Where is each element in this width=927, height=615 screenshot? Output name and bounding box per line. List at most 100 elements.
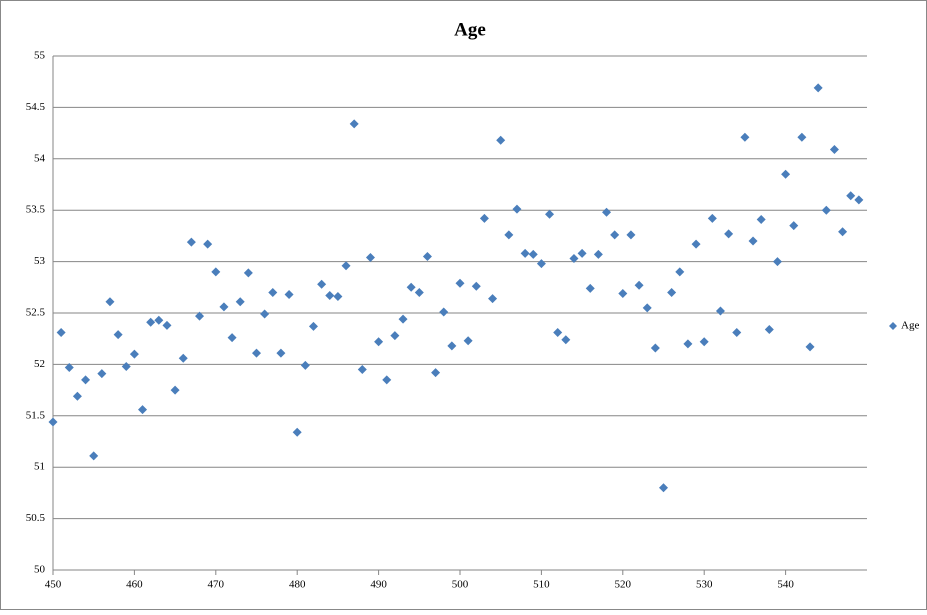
point xyxy=(536,259,546,269)
point xyxy=(610,230,620,240)
point xyxy=(292,427,302,437)
point xyxy=(284,289,294,299)
point xyxy=(422,251,432,261)
point xyxy=(707,213,717,223)
point xyxy=(829,145,839,155)
point xyxy=(772,257,782,267)
x-tick-label: 450 xyxy=(45,579,62,591)
x-tick-label: 520 xyxy=(615,579,632,591)
y-tick-label: 52 xyxy=(34,358,45,370)
y-tick-label: 55 xyxy=(34,50,46,62)
point xyxy=(56,328,66,338)
point xyxy=(659,483,668,493)
point xyxy=(626,230,636,240)
point xyxy=(300,360,310,370)
x-tick-label: 490 xyxy=(370,579,387,591)
point xyxy=(406,282,416,292)
point xyxy=(561,335,571,345)
point xyxy=(243,268,253,278)
point xyxy=(463,336,473,346)
point xyxy=(398,314,408,324)
point xyxy=(431,368,441,378)
point xyxy=(667,287,677,297)
point xyxy=(512,204,522,214)
point xyxy=(496,135,506,145)
point xyxy=(146,317,156,327)
point xyxy=(195,311,205,321)
point xyxy=(781,169,791,179)
chart-title: Age xyxy=(454,19,486,40)
y-tick-label: 50 xyxy=(34,564,46,576)
point xyxy=(577,248,587,258)
point xyxy=(138,405,148,415)
point xyxy=(154,315,164,325)
point xyxy=(341,261,351,271)
point xyxy=(81,375,91,385)
point xyxy=(675,267,685,277)
x-tick-label: 540 xyxy=(777,579,794,591)
point xyxy=(97,369,107,379)
point xyxy=(699,337,709,347)
point xyxy=(113,330,123,340)
point xyxy=(618,288,628,298)
point xyxy=(235,297,245,307)
point xyxy=(724,229,734,239)
point xyxy=(488,294,498,304)
point xyxy=(186,237,196,247)
point xyxy=(642,303,652,313)
point xyxy=(64,362,74,372)
point xyxy=(545,209,555,219)
point xyxy=(838,227,848,237)
x-tick-label: 510 xyxy=(533,579,550,591)
point xyxy=(268,287,278,297)
point xyxy=(325,291,335,301)
point xyxy=(260,309,270,319)
point xyxy=(227,333,237,343)
point xyxy=(390,331,400,341)
x-tick-label: 470 xyxy=(208,579,225,591)
point xyxy=(756,214,766,224)
point xyxy=(634,280,644,290)
point xyxy=(178,353,188,363)
point xyxy=(170,385,180,395)
point xyxy=(162,320,172,330)
point xyxy=(593,249,603,259)
point xyxy=(528,249,538,259)
point xyxy=(89,451,99,461)
point xyxy=(211,267,221,277)
point xyxy=(715,306,725,316)
point xyxy=(121,361,131,371)
point xyxy=(479,213,489,223)
x-tick-label: 480 xyxy=(289,579,306,591)
point xyxy=(276,348,286,358)
point xyxy=(520,248,530,258)
point xyxy=(349,119,359,129)
y-tick-label: 50.5 xyxy=(26,512,46,524)
y-tick-label: 52.5 xyxy=(26,307,46,319)
point xyxy=(732,328,742,338)
point xyxy=(740,132,750,142)
point xyxy=(602,207,612,217)
y-tick-label: 54 xyxy=(34,152,46,164)
point xyxy=(650,343,660,353)
y-tick-label: 51.5 xyxy=(26,409,46,421)
x-tick-label: 530 xyxy=(696,579,713,591)
x-tick-label: 500 xyxy=(452,579,469,591)
point xyxy=(504,230,514,240)
point xyxy=(789,221,799,231)
point xyxy=(748,236,758,246)
point xyxy=(813,83,823,93)
point xyxy=(553,328,563,338)
point xyxy=(797,132,807,142)
point xyxy=(252,348,261,358)
point xyxy=(821,205,831,215)
point xyxy=(203,239,213,249)
point xyxy=(414,287,424,297)
point xyxy=(219,302,229,312)
point xyxy=(357,365,367,375)
point xyxy=(691,239,701,249)
point xyxy=(317,279,327,289)
point xyxy=(382,375,392,385)
legend-label: Age xyxy=(901,320,919,332)
